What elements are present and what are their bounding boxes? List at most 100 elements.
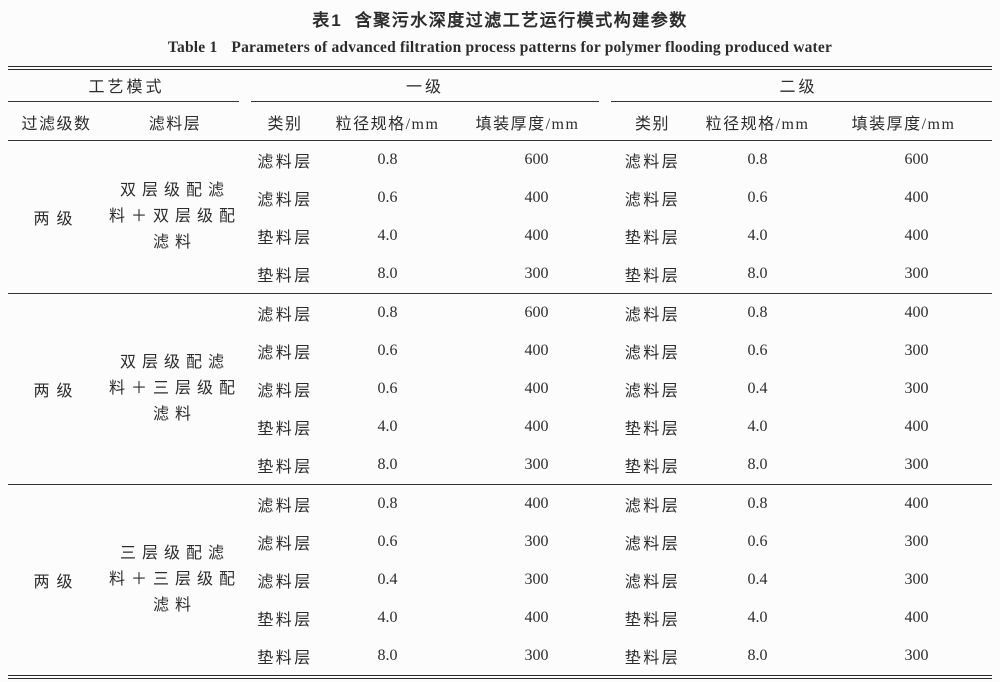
cell-particle-2: 8.0 (747, 265, 768, 282)
table-row: 垫料层 4.0 400 垫料层 4.0 400 (8, 408, 992, 446)
table-row: 滤料层 0.6 400 滤料层 0.6 300 (8, 332, 992, 370)
cell-category-1: 滤料层 (257, 536, 313, 553)
mode-line: 三层级配滤 (120, 545, 231, 562)
cell-category-1: 垫料层 (257, 650, 313, 667)
table-row: 垫料层 8.0 300 垫料层 8.0 300 (8, 255, 992, 294)
cell-particle-1: 4.0 (377, 227, 398, 244)
cell-thickness-1: 400 (524, 227, 549, 244)
table-caption: 表1 含聚污水深度过滤工艺运行模式构建参数 Table 1 Parameters o… (0, 0, 1000, 63)
cell-thickness-1: 400 (524, 380, 549, 397)
header-thickness-1: 填装厚度/mm (450, 103, 606, 141)
caption-en: Table 1 Parameters of advanced filtration… (0, 36, 1000, 63)
cell-category-2: 滤料层 (624, 383, 681, 400)
table-row: 垫料层 8.0 300 垫料层 8.0 300 (8, 637, 992, 677)
cell-particle-1: 0.8 (377, 495, 398, 512)
cell-thickness-1: 300 (524, 265, 549, 282)
cell-particle-1: 4.0 (377, 418, 398, 435)
mode-line: 料＋双层级配 (109, 208, 242, 225)
spanner-rule-row (8, 100, 993, 103)
cell-particle-2: 0.8 (747, 495, 768, 512)
cell-category-1: 滤料层 (257, 574, 313, 591)
cell-thickness-1: 400 (524, 418, 549, 435)
cell-category-1: 滤料层 (257, 192, 313, 209)
parameters-table: 工艺模式 一级 二级 过滤级数 滤料层 类别 粒径规格/mm 填装厚度/mm 类… (8, 66, 993, 679)
cell-particle-1: 0.8 (377, 151, 398, 168)
mode-line: 滤料 (153, 406, 198, 423)
cell-mode: 三层级配滤 料＋三层级配 滤料 (105, 485, 245, 678)
cell-particle-2: 0.8 (747, 151, 768, 168)
cell-particle-2: 0.6 (747, 342, 768, 359)
table-row: 滤料层 0.6 400 滤料层 0.4 300 (8, 370, 992, 408)
cell-thickness-2: 300 (904, 265, 929, 282)
cell-thickness-1: 400 (524, 342, 549, 359)
cell-particle-1: 8.0 (377, 456, 398, 473)
cell-category-1: 滤料层 (257, 345, 313, 362)
cell-thickness-2: 300 (904, 342, 929, 359)
cell-category-1: 滤料层 (257, 383, 313, 400)
cell-category-2: 滤料层 (624, 307, 681, 324)
table-row: 垫料层 4.0 400 垫料层 4.0 400 (8, 599, 992, 637)
cell-category-2: 垫料层 (624, 268, 681, 285)
cell-particle-1: 0.6 (377, 189, 398, 206)
cell-particle-2: 0.6 (747, 533, 768, 550)
cell-thickness-2: 300 (904, 571, 929, 588)
cell-category-1: 垫料层 (257, 459, 313, 476)
cell-category-2: 滤料层 (624, 574, 681, 591)
table-row: 两级 双层级配滤 料＋三层级配 滤料 滤料层 0.8 600 滤料层 0.8 4… (8, 294, 992, 423)
cell-particle-2: 4.0 (747, 418, 768, 435)
cell-particle-1: 4.0 (377, 609, 398, 626)
group-2: 两级 双层级配滤 料＋三层级配 滤料 滤料层 0.8 600 滤料层 0.8 4… (8, 293, 993, 485)
cell-thickness-1: 600 (524, 151, 549, 168)
mode-line: 滤料 (153, 597, 198, 614)
cell-thickness-1: 300 (524, 533, 549, 550)
cell-particle-2: 4.0 (747, 609, 768, 626)
spanner-rule-left (8, 101, 240, 102)
cell-stages: 两级 (33, 211, 80, 228)
cell-thickness-2: 400 (904, 609, 929, 626)
cell-thickness-2: 400 (904, 495, 929, 512)
spanner-rule-stage1 (251, 101, 600, 102)
table-row: 滤料层 0.6 300 滤料层 0.6 300 (8, 523, 992, 561)
table-row: 两级 三层级配滤 料＋三层级配 滤料 滤料层 0.8 400 滤料层 0.8 4… (8, 485, 992, 614)
cell-category-1: 垫料层 (257, 612, 313, 629)
group-3: 两级 三层级配滤 料＋三层级配 滤料 滤料层 0.8 400 滤料层 0.8 4… (8, 484, 993, 678)
header-process-mode: 工艺模式 (88, 79, 165, 96)
cell-thickness-2: 300 (904, 647, 929, 664)
cell-particle-2: 0.4 (747, 571, 768, 588)
cell-particle-1: 0.6 (377, 533, 398, 550)
cell-particle-1: 8.0 (377, 647, 398, 664)
cell-particle-1: 0.8 (377, 304, 398, 321)
cell-category-2: 垫料层 (624, 459, 681, 476)
header-category-1: 类别 (245, 103, 326, 141)
header-spanner-row: 工艺模式 一级 二级 (8, 68, 992, 100)
cell-thickness-1: 400 (524, 495, 549, 512)
cell-category-2: 滤料层 (624, 154, 681, 171)
header-thickness-2: 填装厚度/mm (815, 103, 993, 141)
caption-en-label: Table 1 (167, 39, 218, 56)
spanner-rule-right-cell (605, 100, 993, 103)
mode-line: 料＋三层级配 (109, 380, 242, 397)
cell-particle-2: 0.4 (747, 380, 768, 397)
cell-category-2: 垫料层 (624, 230, 681, 247)
table-row: 垫料层 4.0 400 垫料层 4.0 400 (8, 217, 992, 255)
cell-category-2: 垫料层 (624, 421, 681, 438)
cell-particle-2: 0.8 (747, 304, 768, 321)
header-row: 过滤级数 滤料层 类别 粒径规格/mm 填装厚度/mm 类别 粒径规格/mm 填… (8, 103, 993, 141)
cell-stages: 两级 (33, 383, 80, 400)
cell-category-1: 垫料层 (257, 421, 313, 438)
header-stage-1: 一级 (406, 79, 445, 96)
header-particle-size-2: 粒径规格/mm (700, 103, 816, 141)
cell-thickness-2: 400 (904, 304, 929, 321)
table-row: 两级 双层级配滤 料＋双层级配 滤料 滤料层 0.8 600 滤料层 0.8 6… (8, 141, 992, 251)
mode-line: 滤料 (153, 234, 198, 251)
cell-mode: 双层级配滤 料＋双层级配 滤料 (105, 141, 245, 294)
cell-category-1: 滤料层 (257, 154, 313, 171)
cell-particle-1: 0.6 (377, 342, 398, 359)
group-1: 两级 双层级配滤 料＋双层级配 滤料 滤料层 0.8 600 滤料层 0.8 6… (8, 141, 992, 294)
header-particle-size-1: 粒径规格/mm (325, 103, 451, 141)
cell-particle-1: 0.4 (377, 571, 398, 588)
cell-thickness-2: 400 (904, 189, 929, 206)
mode-line: 双层级配滤 (120, 182, 231, 199)
cell-thickness-2: 600 (904, 151, 929, 168)
caption-zh-text: 含聚污水深度过滤工艺运行模式构建参数 (354, 11, 688, 30)
